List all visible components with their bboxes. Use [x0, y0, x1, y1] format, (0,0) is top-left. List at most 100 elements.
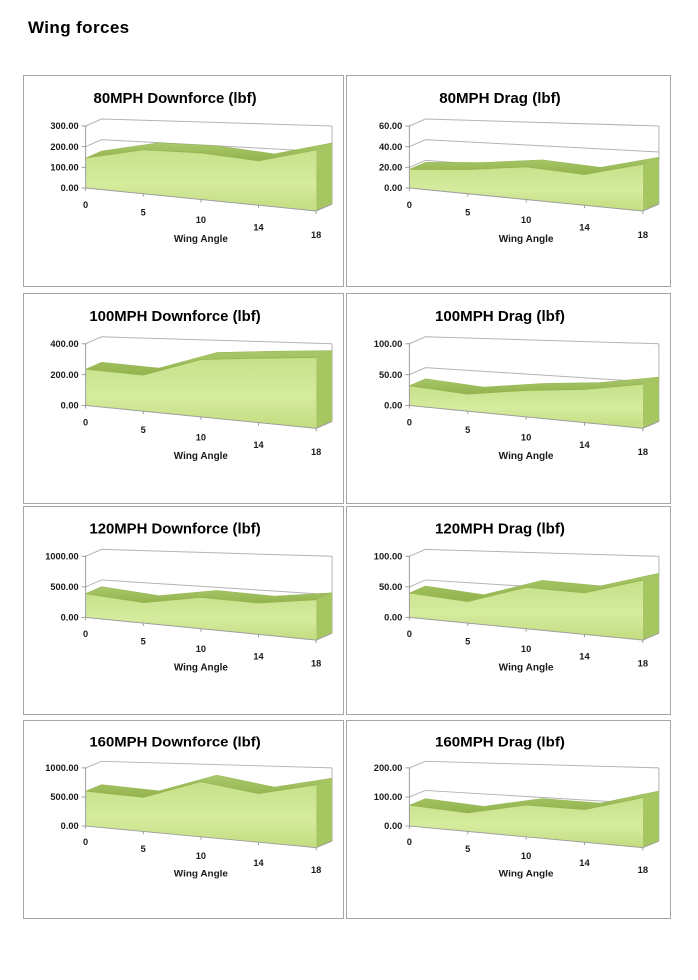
gridline — [85, 760, 333, 769]
x-tick-label: 0 — [407, 200, 412, 210]
x-tick-label: 10 — [196, 851, 206, 861]
page-title: Wing forces — [28, 18, 130, 37]
area-side-face — [316, 142, 333, 211]
x-tick-label: 18 — [638, 659, 648, 669]
x-tick-label: 0 — [407, 629, 412, 639]
y-tick-label: 100.00 — [374, 792, 403, 802]
area-top-edge — [85, 593, 317, 604]
gridline — [85, 548, 333, 557]
y-tick-label: 20.00 — [379, 163, 402, 173]
area-chart: 0.00 50.00 100.00 0 5 10 14 18 Wing Angle 120MPH … — [374, 521, 660, 674]
area-chart: 0.00 500.00 1000.00 0 5 10 14 18 Wing Angle 120MP… — [45, 522, 333, 674]
area-top-edge — [409, 579, 643, 603]
y-tick-label: 200.00 — [50, 370, 78, 380]
x-tick-label: 10 — [196, 215, 206, 225]
x-tick-label: 10 — [196, 644, 206, 654]
chart-title: 80MPH Drag (lbf) — [439, 90, 560, 107]
x-tick-label: 5 — [465, 425, 470, 435]
x-tick-label: 5 — [141, 207, 146, 217]
area-top-edge — [409, 383, 643, 395]
area-side-face — [642, 573, 659, 641]
x-tick-label: 14 — [579, 651, 590, 661]
y-tick-label: 0.00 — [384, 821, 402, 831]
y-tick-label: 0.00 — [384, 401, 402, 411]
y-tick-label: 0.00 — [384, 613, 402, 623]
area-side-face — [316, 592, 333, 641]
y-tick-label: 0.00 — [61, 613, 79, 623]
chart-title: 80MPH Downforce (lbf) — [94, 90, 257, 107]
x-tick-label: 14 — [579, 223, 590, 233]
y-tick-label: 300.00 — [50, 121, 78, 131]
chart-title: 120MPH Drag (lbf) — [435, 521, 565, 538]
x-tick-label: 10 — [196, 432, 206, 442]
x-axis-title: Wing Angle — [174, 451, 229, 462]
area-top-edge — [409, 163, 643, 175]
chart-panel-80mph-drag-lbf: 0.00 20.00 40.00 60.00 0 5 10 14 18 Wing Angle 80M… — [346, 75, 671, 287]
area-front-face — [409, 797, 643, 848]
gridline — [409, 548, 659, 557]
y-tick-label: 0.00 — [61, 821, 79, 831]
x-tick-label: 5 — [141, 425, 146, 435]
x-axis-title: Wing Angle — [499, 451, 554, 462]
x-tick-label: 18 — [311, 865, 321, 875]
x-tick-label: 14 — [579, 858, 589, 868]
chart-row: 0.00 100.00 200.00 300.00 0 5 10 14 18 Wing Angle… — [23, 75, 671, 287]
chart-title: 160MPH Downforce (lbf) — [89, 735, 260, 751]
x-axis-line — [85, 616, 333, 641]
x-axis-title: Wing Angle — [174, 869, 229, 880]
area-chart: 0.00 500.00 1000.00 0 5 10 14 18 Wing Angle 160MP… — [45, 735, 333, 880]
area-side-face — [316, 350, 333, 429]
x-tick-label: 18 — [311, 659, 321, 669]
area-side-face — [642, 157, 659, 211]
area-top-edge — [409, 797, 643, 814]
area-side-face — [642, 377, 659, 429]
x-tick-label: 18 — [638, 865, 648, 875]
y-tick-label: 500.00 — [50, 792, 78, 802]
chart-row: 0.00 500.00 1000.00 0 5 10 14 18 Wing Angle 120MP… — [23, 506, 671, 715]
area-top-edge — [85, 149, 317, 162]
x-tick-label: 10 — [521, 851, 531, 861]
area-front-face — [409, 580, 643, 641]
chart-panel-160mph-drag-lbf: 0.00 100.00 200.00 0 5 10 14 18 Wing Angle 160MPH… — [346, 720, 671, 919]
x-tick-label: 0 — [83, 837, 88, 847]
area-top-edge — [85, 357, 317, 376]
y-tick-label: 0.00 — [61, 401, 79, 411]
x-tick-label: 14 — [253, 440, 264, 450]
area-front-face — [85, 593, 317, 641]
y-tick-label: 40.00 — [379, 142, 402, 152]
area-chart: 0.00 20.00 40.00 60.00 0 5 10 14 18 Wing Angle 80M… — [379, 90, 660, 245]
gridline — [85, 139, 333, 153]
x-axis-title: Wing Angle — [174, 663, 229, 674]
chart-panel-120mph-downforce-lbf: 0.00 500.00 1000.00 0 5 10 14 18 Wing Angle 120MP… — [23, 506, 344, 715]
x-axis-title: Wing Angle — [499, 869, 554, 880]
chart-panel-100mph-downforce-lbf: 0.00 200.00 400.00 0 5 10 14 18 Wing Angle 100MPH… — [23, 293, 344, 504]
area-side-face — [316, 778, 333, 848]
chart-panel-100mph-drag-lbf: 0.00 50.00 100.00 0 5 10 14 18 Wing Angle 100MPH … — [346, 293, 671, 504]
x-tick-label: 14 — [253, 858, 263, 868]
y-tick-label: 60.00 — [379, 121, 402, 131]
gridline — [409, 367, 659, 384]
chart-row: 0.00 500.00 1000.00 0 5 10 14 18 Wing Angle 160MP… — [23, 720, 671, 919]
gridline — [85, 579, 333, 596]
x-tick-label: 10 — [521, 432, 531, 442]
x-axis-title: Wing Angle — [174, 234, 229, 245]
chart-title: 160MPH Drag (lbf) — [435, 735, 565, 750]
chart-panel-160mph-downforce-lbf: 0.00 500.00 1000.00 0 5 10 14 18 Wing Angle 160MP… — [23, 720, 344, 919]
x-tick-label: 0 — [83, 417, 88, 427]
x-tick-label: 18 — [311, 447, 321, 457]
x-tick-label: 18 — [638, 230, 648, 240]
y-tick-label: 1000.00 — [45, 763, 78, 773]
y-tick-label: 200.00 — [374, 763, 403, 773]
gridline — [409, 118, 659, 127]
area-front-face — [85, 149, 317, 211]
x-axis-title: Wing Angle — [499, 234, 554, 245]
y-tick-label: 100.00 — [374, 339, 403, 349]
chart-row: 0.00 200.00 400.00 0 5 10 14 18 Wing Angle 100MPH… — [23, 293, 671, 504]
y-tick-label: 100.00 — [374, 552, 403, 562]
y-tick-label: 0.00 — [61, 183, 79, 193]
y-tick-label: 100.00 — [50, 163, 78, 173]
area-front-face — [409, 164, 643, 211]
x-tick-label: 5 — [465, 208, 470, 218]
x-tick-label: 18 — [638, 447, 648, 457]
gridline — [409, 760, 659, 769]
